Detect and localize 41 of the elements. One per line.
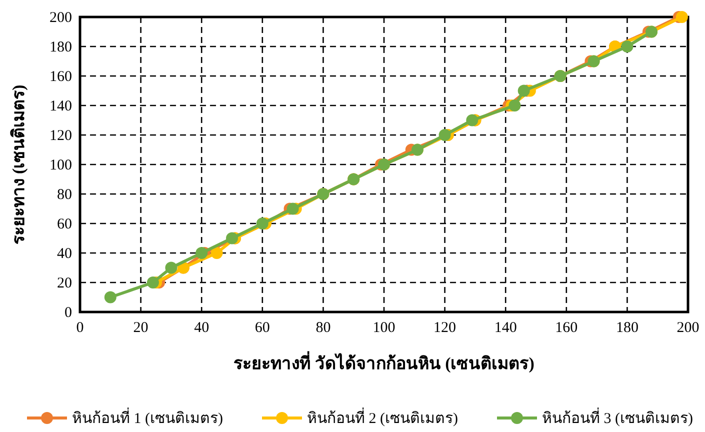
x-tick-label: 120: [434, 320, 456, 336]
point: [256, 218, 268, 230]
point: [621, 40, 634, 52]
point: [226, 232, 238, 244]
x-tick-label: 40: [194, 320, 210, 336]
y-tick-label: 0: [64, 305, 72, 321]
point: [210, 247, 223, 259]
y-tick-label: 120: [50, 128, 72, 144]
point: [104, 291, 116, 304]
x-tick-label: 100: [372, 320, 396, 336]
point: [196, 247, 208, 259]
y-tick-label: 140: [50, 98, 72, 114]
x-tick-label: 140: [494, 320, 517, 336]
y-tick-label: 160: [50, 69, 72, 85]
x-tick-label: 0: [76, 320, 84, 336]
y-tick-label: 40: [57, 246, 72, 262]
y-tick-label: 200: [50, 10, 72, 26]
x-tick-label: 20: [133, 320, 148, 336]
y-axis-title: ระยะทาง (เซนติเมตร): [9, 84, 28, 244]
point: [518, 84, 530, 97]
y-tick-label: 180: [50, 40, 72, 56]
legend-label: หินก้อนที่ 1 (เซนติเมตร): [72, 407, 223, 427]
y-tick-label: 20: [57, 276, 72, 292]
x-tick-label: 180: [616, 320, 638, 336]
legend-label: หินก้อนที่ 2 (เซนติเมตร): [307, 407, 458, 427]
x-axis-title: ระยะทางที่ วัดได้จากก้อนหิน (เซนติเมตร): [234, 351, 534, 373]
point: [466, 114, 478, 126]
x-tick-label: 80: [316, 320, 331, 336]
point: [146, 276, 159, 288]
x-tick-label: 160: [555, 320, 578, 336]
point: [508, 100, 521, 112]
x-tick-label: 200: [676, 320, 700, 336]
y-tick-label: 80: [57, 187, 72, 203]
legend-label: หินก้อนที่ 3 (เซนติเมตร): [542, 407, 693, 427]
point: [286, 202, 299, 215]
point: [165, 262, 178, 274]
point: [676, 11, 688, 23]
x-tick-label: 60: [254, 320, 270, 336]
y-tick-label: 60: [57, 216, 72, 232]
point: [438, 129, 451, 141]
y-tick-label: 100: [50, 158, 72, 174]
